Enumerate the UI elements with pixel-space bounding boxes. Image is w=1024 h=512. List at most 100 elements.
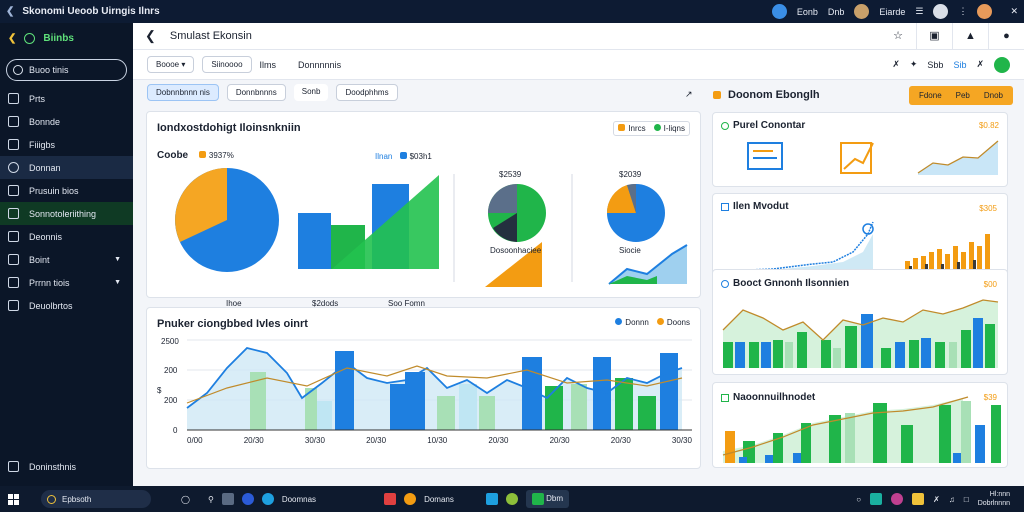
battery-icon[interactable]: □: [963, 494, 969, 504]
title-bar: ❮ Skonomi Ueoob Uirngis Ilnrs Eonb Dnb E…: [0, 0, 1024, 23]
arrow-icon[interactable]: ❮: [8, 32, 17, 44]
sidebar-search[interactable]: Buoo tinis: [6, 59, 127, 81]
box-icon: [8, 300, 19, 311]
close-icon[interactable]: ✕: [1010, 6, 1018, 16]
browser-icon[interactable]: [241, 493, 254, 505]
user-name-3[interactable]: Eiarde: [879, 6, 906, 17]
add-icon[interactable]: [994, 56, 1010, 73]
task-view-icon[interactable]: ◯: [181, 494, 190, 504]
settings-icon[interactable]: ⋮: [958, 6, 968, 16]
sidebar-item-prusuin[interactable]: Prusuin bios: [0, 179, 133, 202]
trend-graphics: [186, 339, 692, 431]
card4-graphics: [722, 396, 1001, 463]
pie2-slice: [488, 184, 517, 213]
user-icon[interactable]: ●: [988, 22, 1024, 50]
avatar[interactable]: [977, 4, 993, 19]
volume-icon[interactable]: ♫: [948, 494, 955, 504]
sidebar-item-boint[interactable]: Boint ▼: [0, 248, 133, 271]
sidebar-item-label: Fiiigbs: [29, 139, 56, 150]
sidebar-item-fiiigbs[interactable]: Fiiigbs: [0, 133, 133, 156]
card-title: Naoonnuilhnodet: [733, 392, 816, 403]
network-icon[interactable]: ✗: [933, 494, 940, 504]
overview-graphics: [175, 168, 688, 287]
toolbar-right-2[interactable]: Sib: [953, 59, 967, 70]
toolbar-btn-2[interactable]: Ilms: [259, 59, 277, 70]
trend-legend: Donnn Doons: [615, 318, 690, 327]
pie2-label: Dosoonhaciee: [490, 246, 542, 255]
document-icon: [8, 139, 19, 150]
clock-time: Hl:nnn: [989, 491, 1010, 498]
trend-bar: [545, 386, 563, 430]
expand-icon[interactable]: ↗: [685, 89, 693, 99]
avatar[interactable]: [771, 4, 787, 19]
sidebar-item-bonnde[interactable]: Bonnde: [0, 110, 133, 133]
tab-2[interactable]: Peb: [955, 90, 970, 100]
taskbar-app-3[interactable]: Dbm: [525, 490, 569, 508]
tab-1[interactable]: Fdone: [918, 90, 942, 100]
toolbar-btn-3[interactable]: Donnnnnis: [298, 59, 342, 70]
user-name-2[interactable]: Dnb: [827, 6, 845, 17]
square-icon[interactable]: ▣: [916, 22, 952, 50]
taskbar-search-label: Epbsoth: [62, 494, 92, 504]
tray-icon[interactable]: [891, 493, 904, 505]
tray-icon[interactable]: ○: [856, 494, 862, 504]
filter-2[interactable]: Donnbnnns: [226, 84, 286, 101]
trend-bar: [405, 372, 425, 430]
user-name-1[interactable]: Eonb: [796, 6, 818, 17]
back-arrow-icon[interactable]: ❮: [145, 28, 156, 43]
taskbar-app-2[interactable]: Domans: [424, 494, 454, 504]
chevron-down-icon: ▼: [114, 279, 121, 286]
clock[interactable]: Hl:nnn Dobrlnnnn: [978, 490, 1010, 508]
right-card-2: Ilen Mvodut $305 30 30 38: [712, 193, 1008, 281]
folder-icon[interactable]: [221, 493, 234, 505]
tab-3[interactable]: Dnob: [983, 90, 1003, 100]
x-tick: 10/30: [427, 436, 448, 445]
navigate-icon[interactable]: ▲: [952, 22, 988, 50]
app-icon[interactable]: [404, 493, 417, 505]
shuffle-icon[interactable]: ✗: [976, 59, 984, 69]
avatar[interactable]: [854, 4, 870, 19]
cross-icon[interactable]: ✗: [892, 59, 900, 69]
trend-bar: [437, 396, 455, 430]
app-icon[interactable]: [505, 493, 518, 505]
sub-pct: $03h1: [409, 152, 432, 161]
card-icon: [721, 203, 729, 211]
trend-bar: [305, 388, 317, 430]
select-dropdown[interactable]: Boooe ▾: [147, 56, 195, 73]
sidebar-item-prts[interactable]: Prts: [0, 87, 133, 110]
toolbar-right-1[interactable]: Sbb: [927, 59, 944, 70]
select-value: Boooe: [156, 60, 180, 69]
orange-triangle: [485, 242, 542, 287]
trend-bar: [571, 384, 587, 430]
pie3-slice: [606, 185, 636, 213]
taskbar-app-1[interactable]: Doomnas: [281, 494, 317, 504]
star-icon[interactable]: ☆: [893, 29, 903, 42]
tray-icon[interactable]: [870, 493, 883, 505]
app-icon[interactable]: [384, 493, 397, 505]
filter-4[interactable]: Doodphhms: [336, 84, 398, 101]
sidebar-item-deuolbrtos[interactable]: Deuolbrtos: [0, 294, 133, 317]
sidebar-item-prrnn[interactable]: Prrnn tiois ▼: [0, 271, 133, 294]
filter-3[interactable]: Sonb: [293, 84, 329, 101]
sidebar-item-label: Deuolbrtos: [29, 300, 73, 311]
grid-icon: [8, 254, 19, 265]
app-icon[interactable]: [485, 493, 498, 505]
y-tick: 0: [173, 426, 178, 435]
tray-icon[interactable]: [912, 493, 925, 505]
taskbar-search[interactable]: Epbsoth: [41, 490, 151, 508]
sidebar-item-sonnot[interactable]: Sonnotoleriithing: [0, 202, 133, 225]
edge-icon[interactable]: [261, 493, 274, 505]
avatar[interactable]: [933, 4, 949, 19]
table-icon: [8, 231, 19, 242]
filter-1[interactable]: Dobnnbnnn nis: [147, 84, 219, 101]
search-icon[interactable]: ⚲: [207, 494, 214, 504]
sidebar-item-deonnis[interactable]: Deonnis: [0, 225, 133, 248]
bell-icon[interactable]: ☰: [915, 6, 924, 16]
folder-icon: [8, 208, 19, 219]
sub-label: Coobe: [157, 150, 189, 161]
toolbar-btn-1[interactable]: Siinoooo: [202, 56, 252, 73]
sidebar-item-bottom[interactable]: Doninsthnis: [0, 455, 133, 478]
sidebar-item-donnan[interactable]: Donnan: [0, 156, 133, 179]
pin-icon[interactable]: ✦: [909, 59, 918, 69]
start-icon[interactable]: [8, 493, 19, 505]
